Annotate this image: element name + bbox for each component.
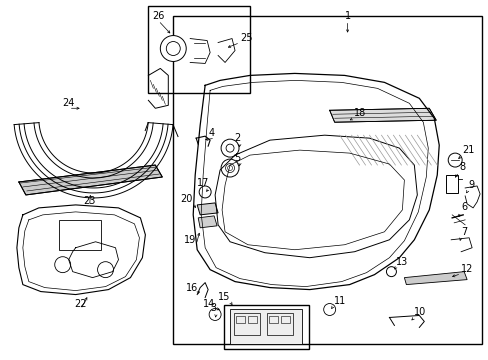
Text: 12: 12 xyxy=(460,264,472,274)
Text: 23: 23 xyxy=(83,196,96,206)
Polygon shape xyxy=(19,165,162,195)
Text: 3: 3 xyxy=(209,303,216,314)
Bar xyxy=(148,6,249,93)
Text: 5: 5 xyxy=(233,153,240,163)
Circle shape xyxy=(160,36,186,62)
Bar xyxy=(234,314,260,336)
Circle shape xyxy=(221,139,239,157)
Text: 4: 4 xyxy=(208,128,215,138)
Text: 8: 8 xyxy=(458,162,465,172)
Text: 1: 1 xyxy=(344,10,350,21)
Circle shape xyxy=(221,159,239,177)
Text: 20: 20 xyxy=(180,194,192,204)
Text: 13: 13 xyxy=(396,257,408,267)
Text: 15: 15 xyxy=(217,292,229,302)
Bar xyxy=(224,305,308,349)
Text: 7: 7 xyxy=(460,227,467,237)
Text: 19: 19 xyxy=(183,235,196,245)
Text: 6: 6 xyxy=(460,202,467,212)
Bar xyxy=(59,220,101,250)
Bar xyxy=(266,314,292,336)
Bar xyxy=(229,310,301,345)
Text: 14: 14 xyxy=(203,298,215,309)
Bar xyxy=(446,175,457,193)
Polygon shape xyxy=(329,108,435,122)
Text: 11: 11 xyxy=(333,296,345,306)
Text: 25: 25 xyxy=(240,32,252,42)
Polygon shape xyxy=(197,203,218,215)
Bar xyxy=(268,316,277,323)
Text: 21: 21 xyxy=(461,145,473,155)
Text: 2: 2 xyxy=(233,133,240,143)
Text: 24: 24 xyxy=(62,98,75,108)
Text: 9: 9 xyxy=(467,180,473,190)
Text: 16: 16 xyxy=(185,283,198,293)
Text: 26: 26 xyxy=(152,10,164,21)
Text: 18: 18 xyxy=(353,108,365,118)
Text: 10: 10 xyxy=(413,307,426,318)
Bar xyxy=(236,316,244,323)
Bar xyxy=(280,316,289,323)
Bar xyxy=(247,316,256,323)
Polygon shape xyxy=(198,216,217,228)
Polygon shape xyxy=(404,272,466,285)
Text: 17: 17 xyxy=(196,178,209,188)
Bar xyxy=(173,15,481,345)
Text: 22: 22 xyxy=(74,300,87,310)
